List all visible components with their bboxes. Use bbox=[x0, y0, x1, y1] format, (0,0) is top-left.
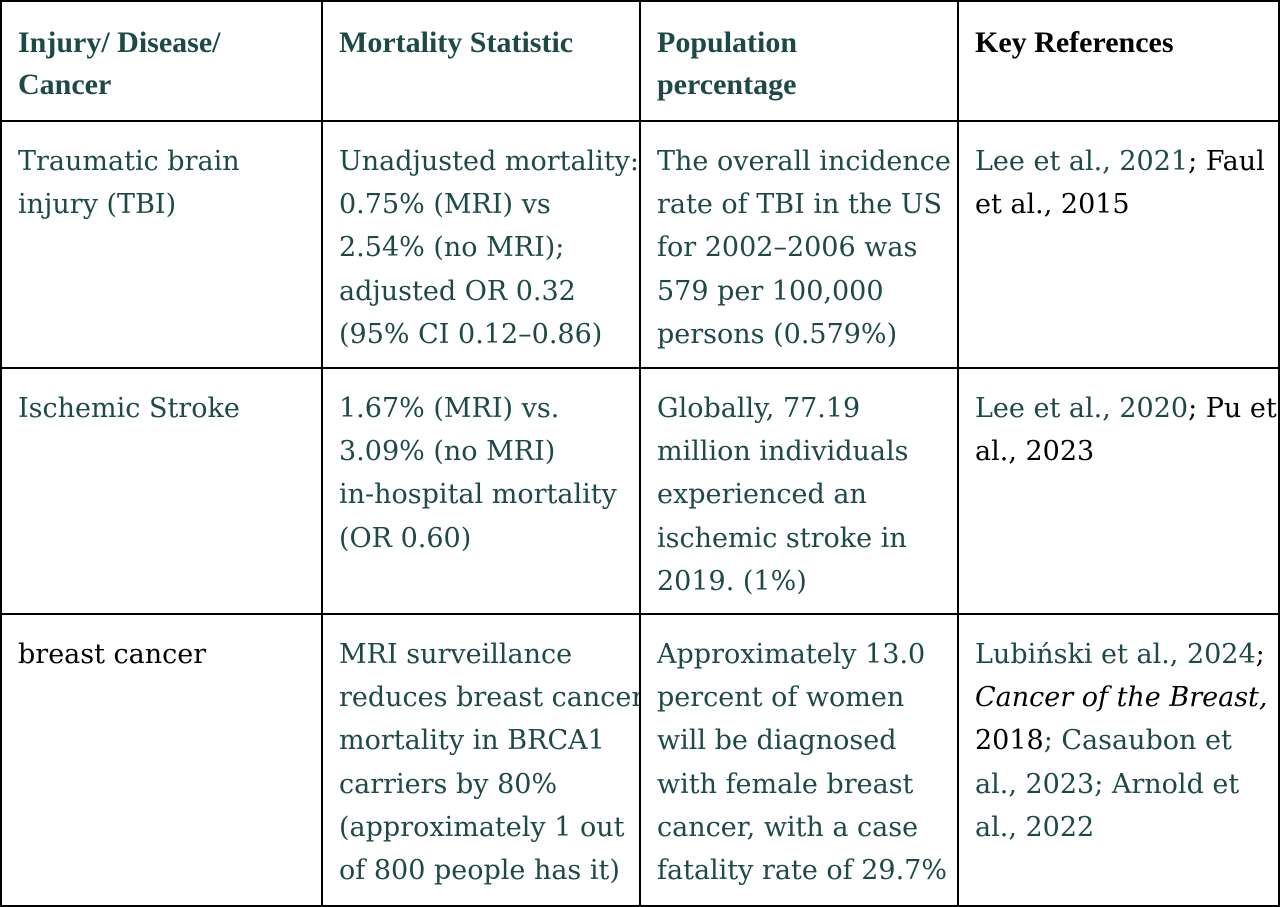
header-condition: Injury/ Disease/ Cancer bbox=[0, 0, 323, 122]
mortality-line: (approximately 1 out bbox=[339, 811, 625, 843]
header-references: Key References bbox=[957, 0, 1280, 122]
header-condition-line-1: Injury/ Disease/ bbox=[18, 26, 221, 59]
population-line: The overall incidence bbox=[657, 146, 951, 177]
reference-link[interactable]: al., 2022 bbox=[975, 811, 1095, 843]
references-cell: Lee et al., 2020; Pu et al., 2023 bbox=[957, 367, 1280, 615]
references-cell: Lubiński et al., 2024; Cancer of the Bre… bbox=[957, 613, 1280, 907]
table-row: Traumatic brain injury (TBI) Unadjusted … bbox=[0, 120, 1280, 369]
header-mortality: Mortality Statistic bbox=[321, 0, 641, 122]
population-line: will be diagnosed bbox=[657, 725, 897, 757]
table-row: breast cancer MRI surveillance reduces b… bbox=[0, 613, 1280, 907]
mortality-line: MRI surveillance bbox=[339, 639, 573, 670]
reference-link[interactable]: al., 2023 bbox=[975, 768, 1095, 800]
mortality-line: reduces breast cancer bbox=[339, 682, 640, 714]
mortality-line: Unadjusted mortality: bbox=[339, 146, 640, 177]
mortality-line: of 800 people has it) bbox=[339, 855, 620, 887]
mortality-line: in-hospital mortality bbox=[339, 479, 617, 511]
population-line: fatality rate of 29.7% bbox=[657, 855, 948, 887]
mortality-line: mortality in BRCA1 bbox=[339, 725, 605, 757]
population-line: Globally, 77.19 bbox=[657, 393, 861, 424]
header-references-line-1: Key References bbox=[975, 26, 1174, 59]
mortality-line: 1.67% (MRI) vs. bbox=[339, 393, 560, 424]
population-line: persons (0.579%) bbox=[657, 318, 898, 350]
header-population: Population percentage bbox=[639, 0, 959, 122]
header-population-line-1: Population bbox=[657, 26, 798, 59]
population-line: cancer, with a case bbox=[657, 811, 919, 843]
table-header-row: Injury/ Disease/ Cancer Mortality Statis… bbox=[0, 0, 1280, 122]
condition-cell: breast cancer bbox=[0, 613, 323, 907]
reference-link[interactable]: Lubiński et al., 2024 bbox=[975, 639, 1256, 670]
reference-line: Lee et al., 2020; Pu et bbox=[975, 387, 1277, 430]
header-mortality-line-1: Mortality Statistic bbox=[339, 26, 574, 59]
population-line: percent of women bbox=[657, 682, 905, 714]
reference-link[interactable]: Lee et al., 2020 bbox=[975, 393, 1189, 424]
population-line: for 2002–2006 was bbox=[657, 232, 918, 264]
population-cell: Globally, 77.19 million individuals expe… bbox=[639, 367, 959, 615]
header-population-line-2: percentage bbox=[657, 68, 797, 101]
condition-cell: Ischemic Stroke bbox=[0, 367, 323, 615]
reference-text: al., 2023 bbox=[975, 436, 1095, 468]
mortality-line: (OR 0.60) bbox=[339, 522, 472, 554]
population-line: million individuals bbox=[657, 436, 909, 468]
reference-link[interactable]: ; Arnold et bbox=[1094, 768, 1240, 800]
population-line: rate of TBI in the US bbox=[657, 189, 943, 221]
mortality-line: (95% CI 0.12–0.86) bbox=[339, 318, 603, 350]
mortality-line: 3.09% (no MRI) bbox=[339, 436, 556, 468]
reference-title: Cancer of the Breast, bbox=[975, 682, 1268, 714]
condition-cell: Traumatic brain injury (TBI) bbox=[0, 120, 323, 369]
mortality-cell: Unadjusted mortality: 0.75% (MRI) vs 2.5… bbox=[321, 120, 641, 369]
header-condition-line-2: Cancer bbox=[18, 68, 112, 101]
mortality-line: carriers by 80% bbox=[339, 768, 558, 800]
population-cell: The overall incidence rate of TBI in the… bbox=[639, 120, 959, 369]
reference-text: ; Faul bbox=[1188, 146, 1265, 177]
reference-text: 2018 bbox=[975, 725, 1044, 757]
reference-link[interactable]: Lee et al., 2021 bbox=[975, 146, 1189, 177]
population-line: experienced an bbox=[657, 479, 867, 511]
population-line: Approximately 13.0 bbox=[657, 639, 926, 670]
condition-line: breast cancer bbox=[18, 639, 207, 670]
reference-text: et al., 2015 bbox=[975, 189, 1130, 221]
population-line: 2019. (1%) bbox=[657, 565, 807, 597]
reference-line: Lubiński et al., 2024; bbox=[975, 633, 1265, 676]
condition-line: Ischemic Stroke bbox=[18, 393, 240, 424]
reference-text: ; Pu et bbox=[1188, 393, 1277, 424]
mortality-line: 0.75% (MRI) vs bbox=[339, 189, 551, 221]
mortality-line: adjusted OR 0.32 bbox=[339, 275, 576, 307]
population-line: with female breast bbox=[657, 768, 914, 800]
mortality-cell: MRI surveillance reduces breast cancer m… bbox=[321, 613, 641, 907]
reference-line: 2018; Casaubon et bbox=[975, 719, 1264, 762]
condition-line: Traumatic brain bbox=[18, 146, 240, 177]
reference-line: Lee et al., 2021; Faul bbox=[975, 140, 1265, 183]
table-row: Ischemic Stroke 1.67% (MRI) vs. 3.09% (n… bbox=[0, 367, 1280, 615]
reference-link[interactable]: ; Casaubon et bbox=[1043, 725, 1232, 757]
population-line: ischemic stroke in bbox=[657, 522, 907, 554]
population-line: 579 per 100,000 bbox=[657, 275, 884, 307]
population-cell: Approximately 13.0 percent of women will… bbox=[639, 613, 959, 907]
reference-line: al., 2023; Arnold et bbox=[975, 763, 1264, 806]
condition-line: injury (TBI) bbox=[18, 189, 177, 221]
mortality-line: 2.54% (no MRI); bbox=[339, 232, 565, 264]
mortality-cell: 1.67% (MRI) vs. 3.09% (no MRI) in-hospit… bbox=[321, 367, 641, 615]
references-cell: Lee et al., 2021; Faul et al., 2015 bbox=[957, 120, 1280, 369]
reference-text: ; bbox=[1255, 639, 1265, 670]
